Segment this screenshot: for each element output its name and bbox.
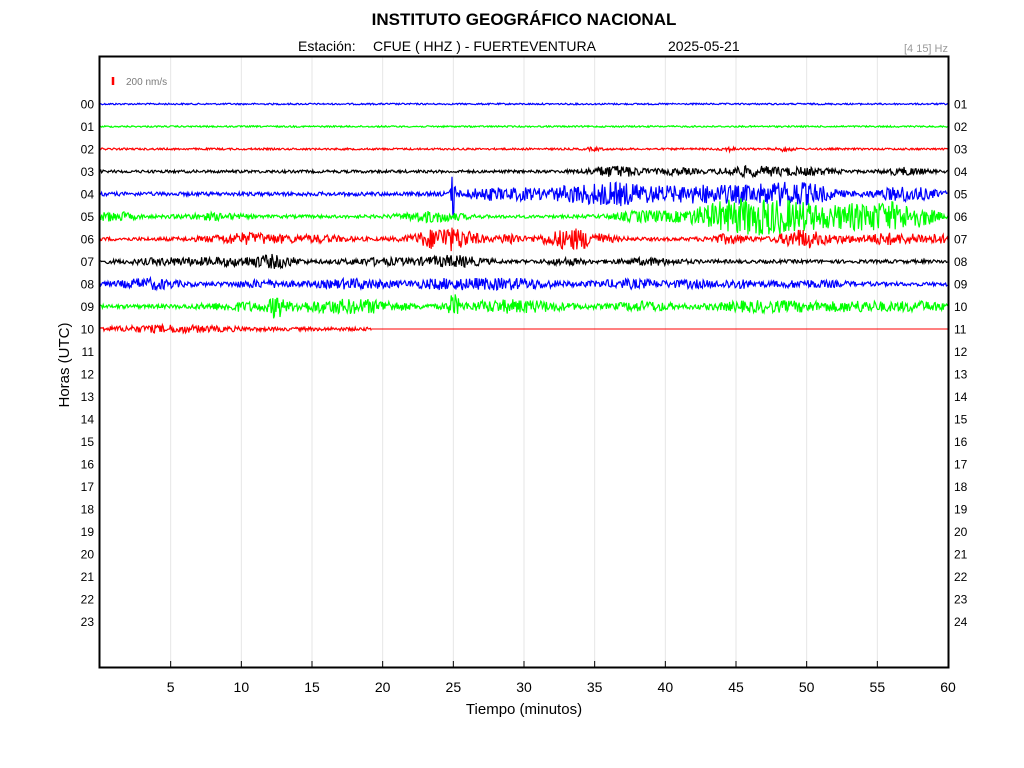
right-hour-label: 15 [954, 413, 968, 427]
left-hour-label: 07 [81, 255, 95, 269]
trace-hour-5 [99, 198, 949, 236]
trace-hour-2 [99, 145, 949, 154]
left-hour-label: 23 [81, 615, 95, 629]
x-tick-label: 55 [870, 679, 886, 695]
scale-bar: 200 nm/s [111, 77, 167, 88]
x-tick-label: 20 [375, 679, 391, 695]
left-hour-label: 10 [81, 323, 95, 337]
right-hour-label: 11 [954, 323, 967, 337]
right-hour-label: 17 [954, 458, 968, 472]
y-axis-label: Horas (UTC) [56, 322, 73, 407]
left-hour-labels: 00 01 02 03 04 05 06 07 08 09 10 11 12 13 14 15 16 17 18 19… [81, 98, 95, 630]
right-hour-label: 23 [954, 593, 968, 607]
right-hour-label: 12 [954, 345, 968, 359]
right-hour-label: 19 [954, 503, 968, 517]
grid-lines [170, 57, 878, 667]
right-hour-label: 04 [954, 165, 968, 179]
left-hour-label: 16 [81, 458, 95, 472]
right-hour-label: 10 [954, 300, 968, 314]
left-hour-label: 22 [81, 593, 95, 607]
left-hour-label: 11 [82, 345, 95, 359]
right-hour-label: 13 [954, 368, 968, 382]
trace-hour-3 [99, 164, 949, 179]
trace-hour-0 [99, 101, 949, 106]
left-hour-label: 13 [81, 390, 95, 404]
trace-hour-8 [99, 275, 949, 292]
left-hour-label: 08 [81, 278, 95, 292]
right-hour-label: 09 [954, 278, 968, 292]
right-hour-label: 22 [954, 570, 968, 584]
left-hour-label: 20 [81, 548, 95, 562]
x-tick-label: 40 [658, 679, 674, 695]
left-hour-label: 03 [81, 165, 95, 179]
right-hour-label: 07 [954, 233, 968, 247]
right-hour-label: 20 [954, 525, 968, 539]
left-hour-label: 21 [81, 570, 95, 584]
x-tick-label: 50 [799, 679, 815, 695]
chart-title: INSTITUTO GEOGRÁFICO NACIONAL [372, 10, 677, 29]
right-hour-label: 18 [954, 480, 968, 494]
station-label: Estación: [298, 38, 356, 54]
x-tick-label: 35 [587, 679, 603, 695]
right-hour-label: 21 [954, 548, 968, 562]
right-hour-label: 16 [954, 435, 968, 449]
left-hour-label: 04 [81, 188, 95, 202]
right-hour-label: 05 [954, 188, 968, 202]
x-axis-ticks: 5 10 15 20 25 30 35 40 45 50 55 60 [167, 661, 956, 695]
x-tick-label: 5 [167, 679, 175, 695]
right-hour-label: 06 [954, 210, 968, 224]
x-tick-label: 30 [516, 679, 532, 695]
left-hour-label: 14 [81, 413, 95, 427]
x-axis-label: Tiempo (minutos) [466, 701, 582, 718]
right-hour-label: 02 [954, 120, 968, 134]
left-hour-label: 17 [81, 480, 95, 494]
right-hour-label: 14 [954, 390, 968, 404]
plot-frame [98, 55, 950, 669]
left-hour-label: 15 [81, 435, 95, 449]
trace-hour-6 [99, 227, 949, 252]
left-hour-label: 05 [81, 210, 95, 224]
trace-hour-4 [99, 176, 949, 219]
station-name: CFUE ( HHZ ) - FUERTEVENTURA [373, 38, 597, 54]
left-hour-label: 02 [81, 143, 95, 157]
left-hour-label: 06 [81, 233, 95, 247]
trace-hour-1 [99, 124, 949, 129]
seismic-traces [99, 101, 949, 335]
scale-bar-label: 200 nm/s [126, 77, 167, 88]
trace-hour-7 [99, 253, 949, 270]
left-hour-label: 19 [81, 525, 95, 539]
trace-hour-9 [99, 294, 949, 319]
chart-date: 2025-05-21 [668, 38, 740, 54]
x-tick-label: 60 [940, 679, 956, 695]
trace-hour-10 [99, 322, 372, 335]
left-hour-label: 18 [81, 503, 95, 517]
left-hour-label: 00 [81, 98, 95, 112]
x-tick-label: 10 [234, 679, 250, 695]
filter-band: [4 15] Hz [904, 43, 948, 55]
right-hour-labels: 01 02 03 04 05 06 07 08 09 10 11 12 13 14 15 16 17 18 19 20… [954, 98, 968, 630]
left-hour-label: 12 [81, 368, 95, 382]
right-hour-label: 24 [954, 615, 968, 629]
right-hour-label: 08 [954, 255, 968, 269]
left-hour-label: 09 [81, 300, 95, 314]
x-tick-label: 15 [304, 679, 320, 695]
x-tick-label: 45 [728, 679, 744, 695]
left-hour-label: 01 [81, 120, 95, 134]
right-hour-label: 01 [954, 98, 968, 112]
x-tick-label: 25 [446, 679, 462, 695]
right-hour-label: 03 [954, 143, 968, 157]
